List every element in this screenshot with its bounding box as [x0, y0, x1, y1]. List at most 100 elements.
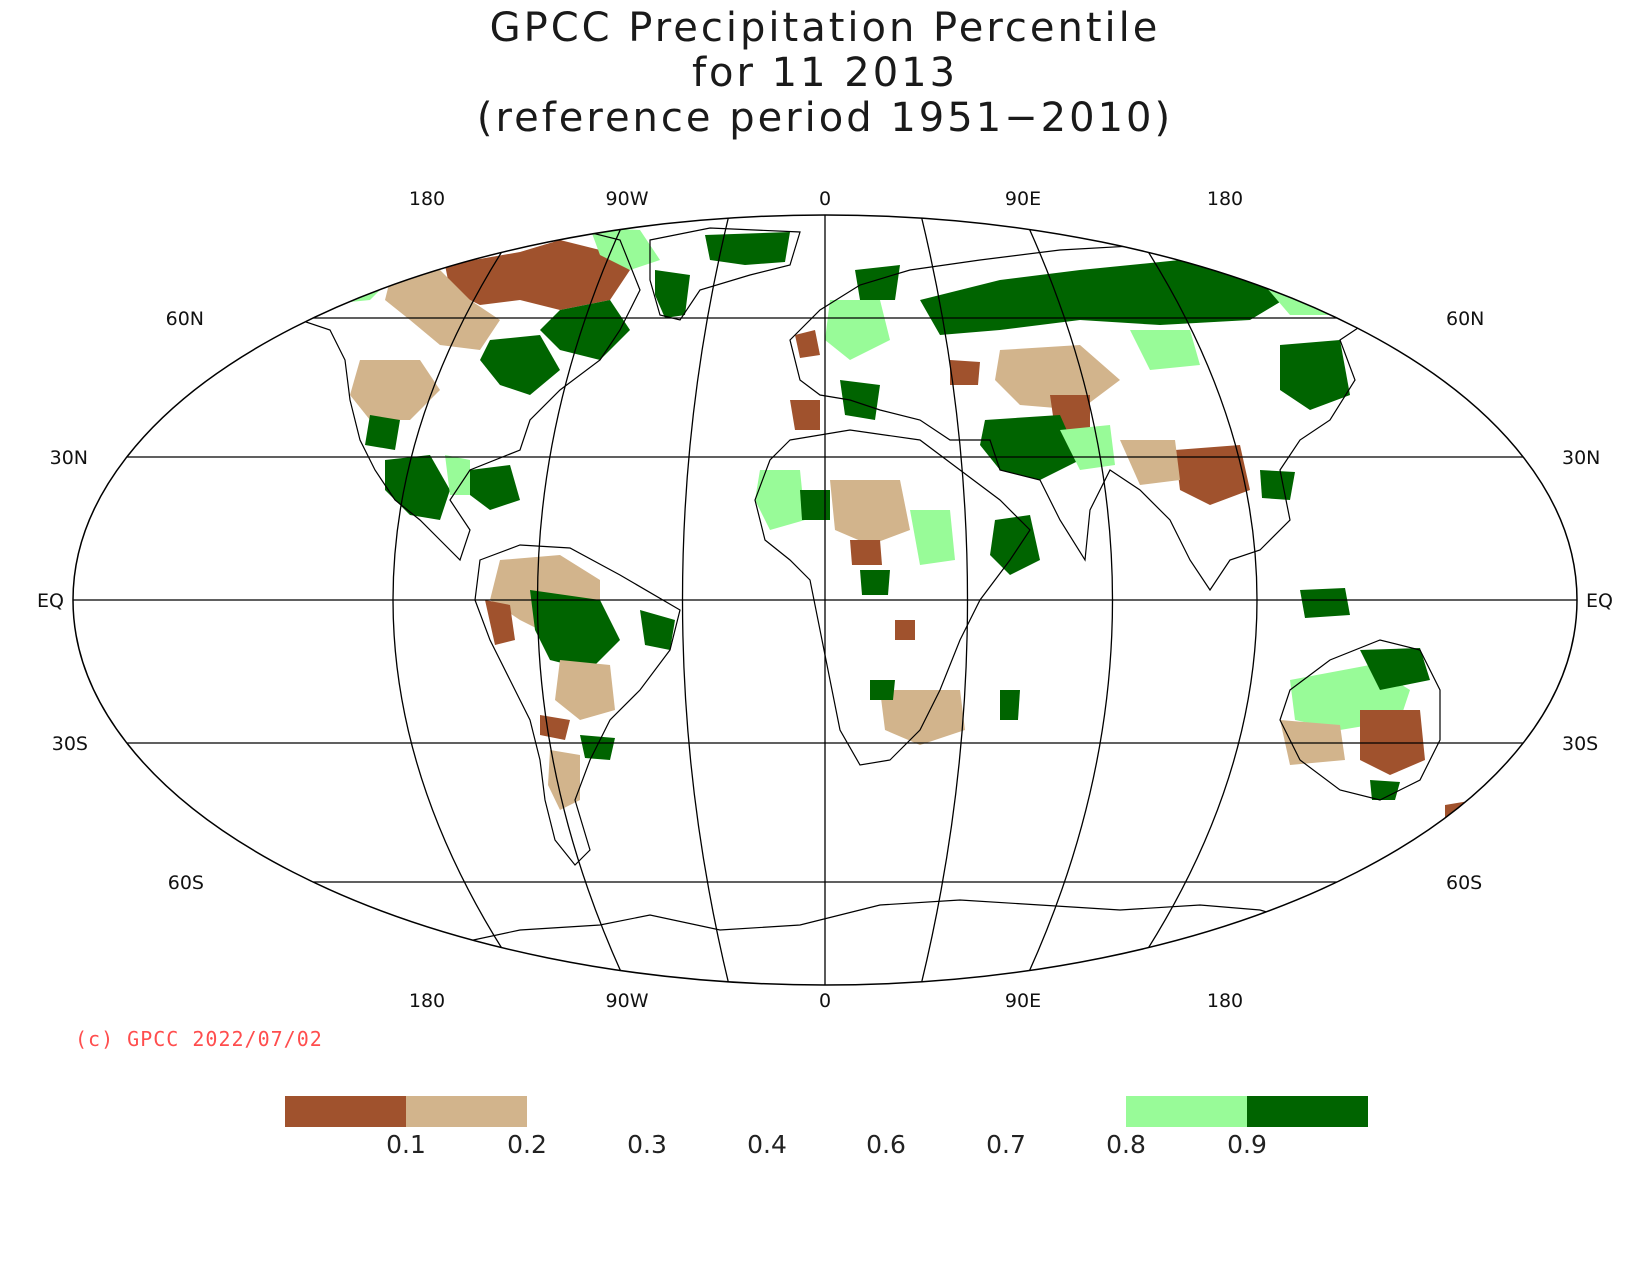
legend-tick-label: 0.6	[866, 1130, 906, 1159]
anomaly-region	[855, 265, 900, 300]
meridian-90w	[536, 215, 628, 985]
anomaly-region	[1130, 330, 1200, 370]
anomaly-region	[1260, 470, 1295, 500]
anomaly-region	[580, 735, 615, 760]
bottom-lon-label: 0	[819, 990, 831, 1012]
anomaly-region	[385, 455, 450, 520]
anomaly-region	[790, 400, 820, 430]
anomaly-region	[655, 270, 690, 318]
anomaly-region	[1000, 690, 1020, 720]
anomaly-region	[640, 610, 675, 650]
title-line-2: for 11 2013	[691, 50, 959, 96]
bottom-lon-label: 90E	[1005, 990, 1041, 1012]
anomaly-region	[1175, 445, 1250, 505]
anomaly-region	[540, 300, 630, 360]
anomaly-region	[895, 620, 915, 640]
anomaly-region	[825, 300, 890, 360]
anomaly-region	[830, 480, 910, 545]
anomaly-region	[1120, 440, 1180, 485]
anomaly-region	[350, 360, 440, 420]
right-lat-label: 30N	[1562, 447, 1600, 469]
legend-swatch-very-wet	[1247, 1096, 1368, 1127]
meridian-45e	[920, 215, 969, 985]
right-lat-label: EQ	[1586, 590, 1613, 612]
anomaly-region	[1280, 340, 1350, 410]
anomaly-region	[445, 240, 630, 310]
left-lat-label: 30S	[52, 733, 88, 755]
meridian-45w	[681, 215, 730, 985]
anomaly-region	[950, 360, 980, 385]
anomaly-region	[1445, 800, 1475, 822]
anomaly-region	[1260, 275, 1390, 315]
legend-tick-label: 0.8	[1106, 1130, 1146, 1159]
legend-tick-label: 0.4	[747, 1130, 787, 1159]
anomaly-region	[870, 680, 895, 700]
precipitation-data	[290, 228, 1475, 822]
anomaly-region	[1370, 780, 1400, 800]
left-lat-label: EQ	[37, 590, 64, 612]
anomaly-region	[755, 470, 805, 530]
anomaly-region	[995, 345, 1120, 410]
legend-tick-label: 0.1	[386, 1130, 426, 1159]
graticule	[73, 215, 1577, 985]
bottom-lon-label: 180	[409, 990, 445, 1012]
coastline-africa	[754, 429, 1031, 766]
top-lon-label: 180	[409, 188, 445, 210]
map-title: GPCC Precipitation Percentile for 11 201…	[0, 6, 1650, 141]
legend-swatch-dry	[406, 1096, 527, 1127]
anomaly-region	[590, 228, 660, 270]
anomaly-region	[850, 540, 882, 565]
title-line-3: (reference period 1951−2010)	[476, 95, 1174, 141]
anomaly-region	[705, 232, 790, 265]
coastline-antarctica	[393, 899, 1332, 985]
bottom-lon-label: 90W	[606, 990, 649, 1012]
legend-tick-label: 0.3	[627, 1130, 667, 1159]
top-lon-label: 0	[819, 188, 831, 210]
anomaly-region	[445, 455, 470, 495]
bottom-lon-label: 180	[1207, 990, 1243, 1012]
anomaly-region	[480, 335, 560, 395]
title-line-1: GPCC Precipitation Percentile	[489, 5, 1161, 51]
anomaly-region	[290, 265, 390, 305]
anomaly-region	[795, 330, 820, 358]
right-lat-label: 60N	[1446, 308, 1484, 330]
anomaly-region	[910, 510, 955, 565]
anomaly-region	[1060, 425, 1115, 470]
anomaly-region	[800, 490, 830, 520]
meridian-135e	[1123, 215, 1258, 985]
coastline-greenland	[649, 227, 801, 321]
anomaly-region	[548, 750, 580, 810]
map-border	[72, 214, 1578, 986]
left-lat-label: 30N	[50, 447, 88, 469]
left-lat-label: 60S	[168, 872, 204, 894]
legend-swatch-wet	[1126, 1096, 1247, 1127]
legend-tick-label: 0.2	[507, 1130, 547, 1159]
coastline-australia	[1279, 639, 1441, 801]
anomaly-region	[1360, 648, 1430, 690]
anomaly-region	[1300, 588, 1350, 618]
anomaly-region	[860, 570, 890, 595]
right-lat-label: 30S	[1562, 733, 1598, 755]
right-lat-label: 60S	[1446, 872, 1482, 894]
left-lat-label: 60N	[166, 308, 204, 330]
anomaly-region	[555, 660, 615, 720]
legend-tick-label: 0.7	[986, 1130, 1026, 1159]
anomaly-region	[365, 415, 400, 450]
top-lon-label: 180	[1207, 188, 1243, 210]
anomaly-region	[530, 590, 620, 670]
anomaly-region	[980, 415, 1080, 480]
legend-swatch-very-dry	[285, 1096, 406, 1127]
anomaly-region	[485, 600, 515, 645]
anomaly-region	[990, 515, 1040, 575]
anomaly-region	[880, 690, 965, 745]
anomaly-region	[920, 260, 1300, 335]
copyright-credit: (c) GPCC 2022/07/02	[75, 1027, 323, 1051]
anomaly-region	[470, 465, 520, 510]
coastline-new-zealand	[1468, 768, 1521, 832]
top-lon-label: 90E	[1005, 188, 1041, 210]
meridian-135w	[392, 215, 527, 985]
meridian-90e	[1022, 215, 1114, 985]
anomaly-region	[385, 270, 500, 350]
anomaly-region	[840, 380, 880, 420]
